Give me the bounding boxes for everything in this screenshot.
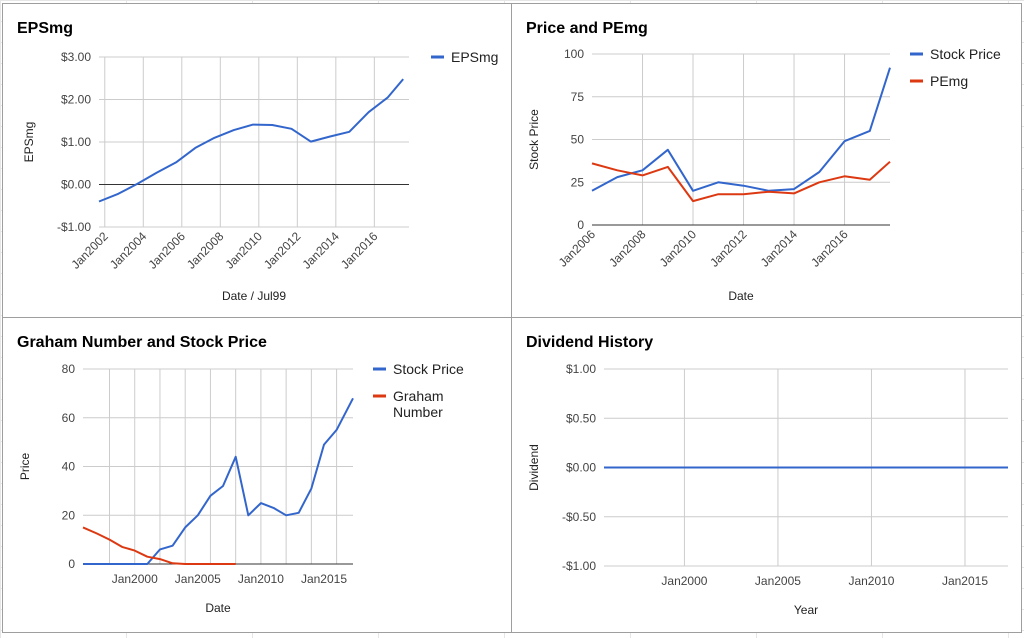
x-tick-label: Jan2000 [112, 572, 158, 586]
x-tick-label: Jan2008 [184, 229, 227, 272]
x-tick-label: Jan2012 [261, 229, 304, 272]
x-axis-title: Year [794, 603, 818, 617]
eps-chart-panel: EPSmg $3.00 $2.00 $1.00 $0.00 -$1.00 Jan2002 J… [2, 3, 512, 318]
y-tick-label: -$1.00 [57, 220, 91, 234]
x-tick-label: Jan2006 [556, 227, 599, 270]
series-line [591, 67, 891, 192]
y-tick-label: $0.00 [566, 461, 596, 475]
y-tick-label: -$0.50 [562, 510, 596, 524]
x-tick-label: Jan2000 [661, 574, 707, 588]
graham-chart-svg: 80 60 40 20 0 Jan2000 Jan2005 Jan2010 Jan2015 Dat… [18, 361, 464, 615]
x-tick-label: Jan2010 [657, 227, 700, 270]
dividend-chart-svg: $1.00 $0.50 $0.00 -$0.50 -$1.00 Jan2000 Jan200… [527, 362, 1008, 617]
y-tick-label: 100 [564, 47, 584, 61]
legend-label: PEmg [930, 73, 968, 89]
x-tick-label: Jan2010 [848, 574, 894, 588]
x-tick-label: Jan2005 [175, 572, 221, 586]
y-tick-label: -$1.00 [562, 559, 596, 573]
y-tick-label: $0.00 [61, 178, 91, 192]
x-tick-label: Jan2014 [758, 227, 801, 270]
dividend-chart-panel: Dividend History $1.00 $0.50 $0.00 -$0.50 -$… [511, 317, 1022, 633]
x-tick-label: Jan2005 [755, 574, 801, 588]
y-axis-title: EPSmg [22, 122, 36, 163]
series-line [98, 78, 404, 203]
price-pe-chart-panel: Price and PEmg 100 75 50 25 0 Jan2006 Jan2008 J… [511, 3, 1022, 318]
y-tick-label: 0 [68, 557, 75, 571]
chart-title: EPSmg [17, 20, 74, 37]
series-line [82, 526, 236, 565]
series-line [591, 160, 891, 203]
y-tick-label: 60 [62, 411, 76, 425]
chart-title: Price and PEmg [526, 20, 648, 37]
y-tick-label: $1.00 [566, 362, 596, 376]
x-tick-label: Jan2002 [68, 229, 111, 272]
y-tick-label: $0.50 [566, 411, 596, 425]
x-axis-title: Date / Jul99 [222, 289, 286, 303]
chart-title: Graham Number and Stock Price [17, 334, 267, 351]
legend-label: Number [393, 404, 443, 420]
y-tick-label: 0 [577, 218, 584, 232]
eps-chart-svg: $3.00 $2.00 $1.00 $0.00 -$1.00Jan2002Jan2004… [22, 49, 498, 303]
y-tick-label: 25 [571, 175, 585, 189]
y-tick-label: $1.00 [61, 135, 91, 149]
y-axis-title: Price [18, 453, 32, 481]
x-tick-label: Jan2014 [299, 229, 342, 272]
x-tick-label: Jan2008 [606, 227, 649, 270]
x-axis-title: Date [205, 601, 231, 615]
y-tick-label: $2.00 [61, 93, 91, 107]
x-tick-label: Jan2010 [238, 572, 284, 586]
chart-title: Dividend History [526, 334, 654, 351]
x-tick-label: Jan2004 [107, 229, 150, 272]
series-line [83, 397, 354, 565]
x-tick-label: Jan2015 [301, 572, 347, 586]
y-tick-label: 20 [62, 508, 76, 522]
legend-label: Stock Price [393, 361, 464, 377]
y-tick-label: 40 [62, 460, 76, 474]
legend-label: EPSmg [451, 49, 498, 65]
x-axis-title: Date [728, 289, 754, 303]
y-axis-title: Stock Price [527, 109, 541, 170]
x-tick-label: Jan2006 [145, 229, 188, 272]
graham-chart-panel: Graham Number and Stock Price 80 60 40 20 0 J… [2, 317, 512, 633]
x-tick-label: Jan2016 [808, 227, 851, 270]
y-tick-label: 75 [571, 90, 585, 104]
y-axis-title: Dividend [527, 444, 541, 491]
x-tick-label: Jan2015 [942, 574, 988, 588]
y-tick-label: 80 [62, 362, 76, 376]
y-tick-label: $3.00 [61, 50, 91, 64]
legend-label: Stock Price [930, 46, 1001, 62]
x-tick-label: Jan2012 [707, 227, 750, 270]
legend-label: Graham [393, 388, 444, 404]
x-tick-label: Jan2010 [222, 229, 265, 272]
x-tick-label: Jan2016 [338, 229, 381, 272]
y-tick-label: 50 [571, 133, 585, 147]
